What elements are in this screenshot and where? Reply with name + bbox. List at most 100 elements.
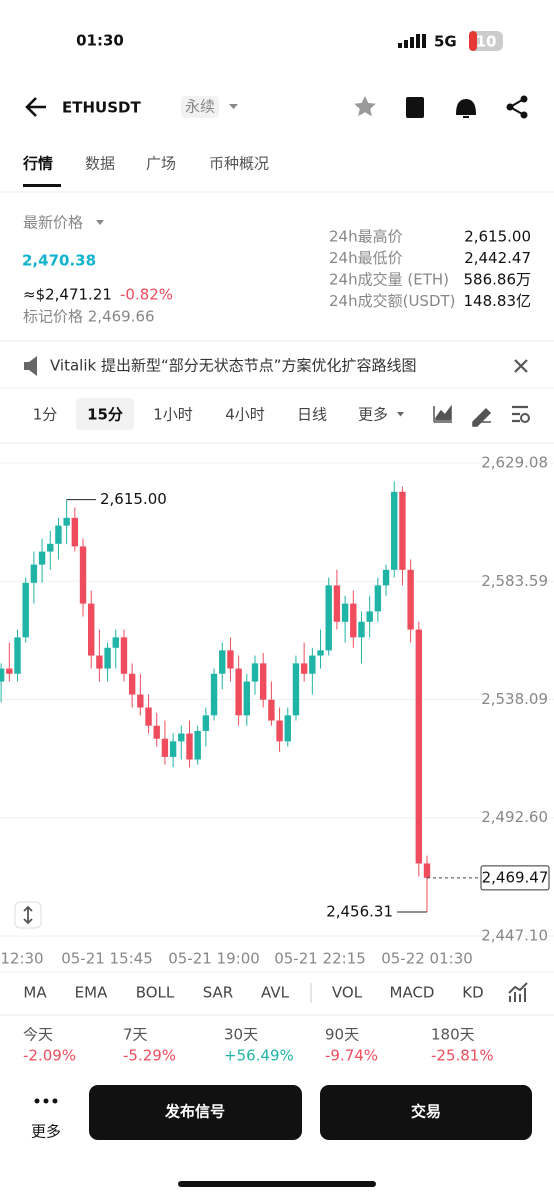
- interval[interactable]: 1小时: [153, 406, 193, 424]
- high-label: 2,615.00: [100, 490, 167, 508]
- candle-body: [325, 585, 332, 651]
- candle-body: [194, 730, 201, 760]
- indicator[interactable]: BOLL: [136, 984, 175, 1002]
- interval[interactable]: 15分: [87, 406, 123, 424]
- stat-label: 24h最高价: [329, 228, 403, 246]
- period: 7天: [123, 1026, 148, 1044]
- candle-body: [14, 637, 21, 674]
- more-dropdown[interactable]: [397, 412, 404, 417]
- status-time: 01:30: [76, 32, 124, 50]
- candle-body: [415, 629, 423, 864]
- more-label[interactable]: 更多: [31, 1123, 61, 1141]
- candlestick-chart: 2,629.08 2,583.59 2,538.09 2,492.60 2,447.10…: [0, 454, 554, 968]
- candle-body: [153, 725, 160, 739]
- period: 今天: [23, 1026, 53, 1044]
- tag: 永续: [185, 98, 215, 116]
- candle-body: [251, 663, 259, 682]
- share-icon[interactable]: [506, 95, 528, 119]
- settings-icon-dot[interactable]: [520, 413, 530, 423]
- y-tick-label: 2,492.60: [481, 808, 548, 826]
- last-price-box: [480, 865, 550, 891]
- symbol-dropdown[interactable]: [229, 104, 238, 109]
- candle-body: [71, 517, 79, 547]
- indicators: MA EMA BOLL SAR AVL VOL MACD KD: [23, 984, 483, 1002]
- interval[interactable]: 日线: [297, 406, 327, 424]
- candle-body: [276, 720, 283, 742]
- symbol[interactable]: ETHUSDT: [62, 99, 141, 117]
- tab[interactable]: 广场: [146, 155, 176, 173]
- draw-icon[interactable]: [472, 407, 492, 427]
- stat-value: 148.83亿: [464, 292, 532, 310]
- news-close[interactable]: [514, 359, 528, 373]
- indicator[interactable]: EMA: [75, 984, 108, 1002]
- candle-body: [0, 668, 5, 682]
- candle-body: [227, 650, 234, 669]
- alert-icon[interactable]: [455, 98, 477, 118]
- indicator[interactable]: MACD: [390, 984, 435, 1002]
- more-icon[interactable]: [34, 1098, 58, 1104]
- candle-body: [407, 569, 414, 630]
- battery: [469, 31, 503, 51]
- candle-body: [358, 621, 365, 638]
- candle-body: [104, 647, 111, 669]
- x-tick-label: 05-21 22:15: [274, 950, 366, 968]
- notes-icon[interactable]: [406, 97, 424, 118]
- last-price-tag: 2,469.47: [482, 868, 549, 886]
- back-button[interactable]: [25, 97, 46, 117]
- interval[interactable]: 1分: [33, 406, 58, 424]
- tab[interactable]: 行情: [22, 155, 53, 173]
- candle-body: [366, 611, 373, 622]
- candle-body: [300, 663, 308, 674]
- candle-body: [235, 668, 242, 716]
- price-dropdown[interactable]: [96, 220, 104, 225]
- indicator-settings[interactable]: [508, 982, 528, 1002]
- settings-icon[interactable]: [512, 405, 528, 423]
- tab[interactable]: 币种概况: [209, 155, 269, 173]
- candle-body: [268, 699, 275, 721]
- interval[interactable]: 更多: [358, 406, 388, 424]
- favorite-icon[interactable]: [354, 96, 376, 117]
- trade-button-label[interactable]: 交易: [411, 1103, 441, 1121]
- chart-type-icon[interactable]: [433, 404, 452, 423]
- period-change: +56.49%: [224, 1047, 294, 1065]
- indicator[interactable]: VOL: [332, 984, 363, 1002]
- x-tick-label: 05-21 15:45: [61, 950, 153, 968]
- candle-body: [292, 663, 300, 716]
- news-text[interactable]: Vitalik 提出新型“部分无状态节点”方案优化扩容路线图: [50, 357, 417, 375]
- scale-icon[interactable]: [23, 905, 33, 925]
- candle-body: [317, 650, 324, 656]
- indicator[interactable]: KD: [462, 984, 483, 1002]
- indicator[interactable]: SAR: [203, 984, 233, 1002]
- trade-button[interactable]: [320, 1085, 532, 1140]
- battery-level: [469, 31, 477, 51]
- candle-body: [284, 715, 291, 742]
- period: 30天: [224, 1026, 258, 1044]
- signal-button-label[interactable]: 发布信号: [164, 1103, 225, 1121]
- x-tick-label: 12:30: [0, 950, 43, 968]
- indicator[interactable]: MA: [23, 984, 47, 1002]
- signal-icon: [398, 34, 426, 48]
- y-tick-label: 2,447.10: [481, 926, 548, 944]
- candle-body: [88, 603, 95, 656]
- interval[interactable]: 4小时: [225, 406, 265, 424]
- candle-body: [341, 603, 349, 622]
- tab[interactable]: 数据: [85, 155, 115, 173]
- candle-body: [55, 525, 62, 544]
- candle-body: [120, 637, 128, 674]
- indicator[interactable]: AVL: [261, 984, 290, 1002]
- candle-body: [63, 517, 70, 526]
- stats: 24h最高价 2,615.00 24h最低价 2,442.47 24h成交量 (ETH)…: [329, 228, 531, 311]
- candle-body: [309, 655, 316, 674]
- candle-body: [145, 707, 152, 726]
- last-price: 2,470.38: [22, 252, 96, 270]
- y-tick-label: 2,629.08: [481, 454, 548, 472]
- tab-indicator: [23, 184, 61, 187]
- period-change: -2.09%: [23, 1047, 76, 1065]
- candle-body: [350, 603, 357, 638]
- period-change: -25.81%: [431, 1047, 494, 1065]
- candle-body: [219, 650, 226, 674]
- signal-button[interactable]: [89, 1085, 302, 1140]
- candle-body: [112, 637, 119, 648]
- period-change: -9.74%: [325, 1047, 378, 1065]
- candle-body: [178, 733, 185, 742]
